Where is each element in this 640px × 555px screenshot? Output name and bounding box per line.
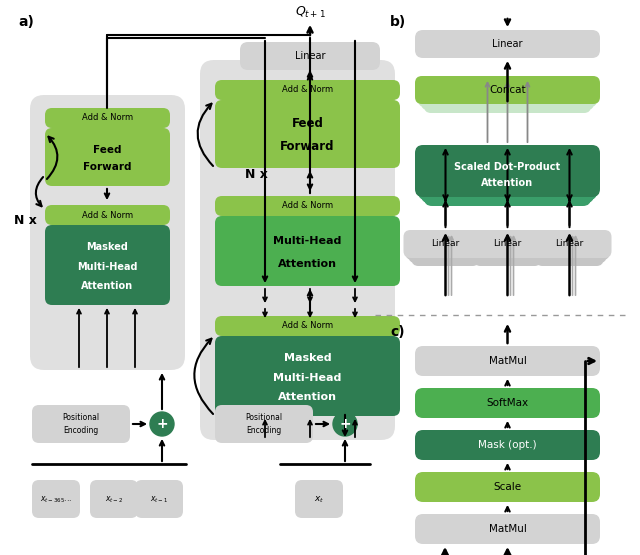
FancyBboxPatch shape <box>30 95 185 370</box>
Text: $x_{t-365}$...: $x_{t-365}$... <box>40 495 72 505</box>
FancyBboxPatch shape <box>467 232 547 260</box>
Text: N x: N x <box>245 169 268 181</box>
Text: Attention: Attention <box>81 281 134 291</box>
FancyBboxPatch shape <box>215 336 400 416</box>
FancyBboxPatch shape <box>536 238 604 266</box>
Circle shape <box>150 412 174 436</box>
FancyBboxPatch shape <box>415 30 600 58</box>
FancyBboxPatch shape <box>215 196 400 216</box>
Text: Linear: Linear <box>493 240 522 249</box>
Text: Multi-Head: Multi-Head <box>77 261 138 271</box>
FancyBboxPatch shape <box>415 76 600 104</box>
Text: Add & Norm: Add & Norm <box>282 201 333 210</box>
FancyBboxPatch shape <box>421 82 594 110</box>
Text: MatMul: MatMul <box>488 524 527 534</box>
FancyBboxPatch shape <box>45 205 170 225</box>
Text: Attention: Attention <box>278 392 337 402</box>
FancyBboxPatch shape <box>215 405 313 443</box>
FancyBboxPatch shape <box>412 238 479 266</box>
Circle shape <box>333 412 357 436</box>
FancyBboxPatch shape <box>532 235 607 263</box>
FancyBboxPatch shape <box>32 405 130 443</box>
FancyBboxPatch shape <box>90 480 138 518</box>
FancyBboxPatch shape <box>421 151 594 203</box>
FancyBboxPatch shape <box>415 388 600 418</box>
FancyBboxPatch shape <box>215 80 400 100</box>
Text: SoftMax: SoftMax <box>486 398 529 408</box>
Text: c): c) <box>390 325 404 339</box>
FancyBboxPatch shape <box>32 480 80 518</box>
Text: Add & Norm: Add & Norm <box>82 114 133 123</box>
FancyBboxPatch shape <box>240 42 380 70</box>
Text: Mask (opt.): Mask (opt.) <box>478 440 537 450</box>
FancyBboxPatch shape <box>215 216 400 286</box>
FancyBboxPatch shape <box>527 230 611 258</box>
FancyBboxPatch shape <box>465 230 550 258</box>
FancyBboxPatch shape <box>415 514 600 544</box>
Text: Positional: Positional <box>245 413 283 422</box>
Text: Feed: Feed <box>292 117 323 130</box>
Text: Linear: Linear <box>556 240 584 249</box>
FancyBboxPatch shape <box>215 100 400 168</box>
FancyBboxPatch shape <box>474 238 541 266</box>
Text: Linear: Linear <box>295 51 325 61</box>
Text: Encoding: Encoding <box>63 426 99 435</box>
Text: Add & Norm: Add & Norm <box>82 210 133 219</box>
Text: $x_{t-1}$: $x_{t-1}$ <box>150 495 168 505</box>
FancyBboxPatch shape <box>415 145 600 197</box>
FancyBboxPatch shape <box>529 232 609 260</box>
Text: Attention: Attention <box>278 259 337 269</box>
Text: Forward: Forward <box>83 163 132 173</box>
FancyBboxPatch shape <box>215 316 400 336</box>
FancyBboxPatch shape <box>135 480 183 518</box>
Text: Scaled Dot-Product: Scaled Dot-Product <box>454 162 561 172</box>
FancyBboxPatch shape <box>424 85 591 113</box>
Text: Linear: Linear <box>492 39 523 49</box>
FancyBboxPatch shape <box>45 225 170 305</box>
FancyBboxPatch shape <box>200 60 395 440</box>
Text: $x_{t-2}$: $x_{t-2}$ <box>105 495 123 505</box>
Text: Positional: Positional <box>63 413 100 422</box>
FancyBboxPatch shape <box>424 154 591 206</box>
Text: Add & Norm: Add & Norm <box>282 85 333 94</box>
Text: $Q_{t+1}$: $Q_{t+1}$ <box>294 4 325 19</box>
Text: +: + <box>339 417 351 431</box>
Text: Masked: Masked <box>86 243 129 253</box>
FancyBboxPatch shape <box>415 346 600 376</box>
Text: Multi-Head: Multi-Head <box>273 235 342 245</box>
FancyBboxPatch shape <box>470 235 545 263</box>
Text: Add & Norm: Add & Norm <box>282 321 333 330</box>
Text: Encoding: Encoding <box>246 426 282 435</box>
FancyBboxPatch shape <box>45 128 170 186</box>
Text: N x: N x <box>14 214 37 226</box>
Text: Scale: Scale <box>493 482 522 492</box>
Text: $x_t$: $x_t$ <box>314 495 324 505</box>
Text: a): a) <box>18 15 34 29</box>
FancyBboxPatch shape <box>415 472 600 502</box>
FancyBboxPatch shape <box>415 430 600 460</box>
Text: Feed: Feed <box>93 145 122 155</box>
Text: Attention: Attention <box>481 178 534 188</box>
Text: +: + <box>156 417 168 431</box>
FancyBboxPatch shape <box>406 232 486 260</box>
Text: Multi-Head: Multi-Head <box>273 372 342 382</box>
FancyBboxPatch shape <box>45 108 170 128</box>
Text: Forward: Forward <box>280 140 335 153</box>
FancyBboxPatch shape <box>408 235 483 263</box>
FancyBboxPatch shape <box>418 148 597 200</box>
Text: Masked: Masked <box>284 354 332 364</box>
Text: Concat: Concat <box>489 85 526 95</box>
Text: Linear: Linear <box>431 240 460 249</box>
Text: b): b) <box>390 15 406 29</box>
Text: MatMul: MatMul <box>488 356 527 366</box>
FancyBboxPatch shape <box>295 480 343 518</box>
FancyBboxPatch shape <box>418 79 597 107</box>
FancyBboxPatch shape <box>403 230 488 258</box>
